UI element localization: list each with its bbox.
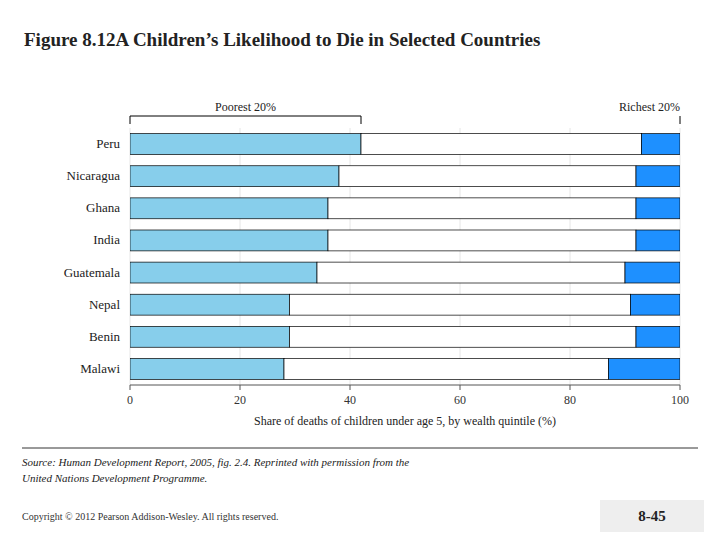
x-tick <box>240 385 241 390</box>
bar-segment <box>625 262 680 283</box>
bar-segment <box>636 166 680 187</box>
copyright-text: Copyright © 2012 Pearson Addison-Wesley.… <box>22 511 278 522</box>
bar-segment <box>130 326 290 347</box>
bar-segment <box>290 294 631 315</box>
bar-segment <box>609 358 681 379</box>
x-tick-label: 40 <box>344 393 356 407</box>
x-tick-label: 0 <box>127 393 133 407</box>
bracket-richest <box>680 116 681 124</box>
bar-segment <box>130 166 339 187</box>
y-tick-label: Peru <box>96 136 120 151</box>
x-tick <box>350 385 351 390</box>
bar-segment <box>631 294 681 315</box>
bracket-annotations: Poorest 20% Richest 20% <box>130 100 680 124</box>
bar-segment <box>636 326 680 347</box>
page-number-box <box>600 500 704 532</box>
source-text: Source: Human Development Report, 2005, … <box>22 456 409 468</box>
bar-segment <box>130 198 328 219</box>
title: Figure 8.12A Children’s Likelihood to Di… <box>24 29 540 50</box>
chart: Figure 8.12A Children’s Likelihood to Di… <box>0 0 720 540</box>
bar-segment <box>317 262 625 283</box>
bar-segment <box>130 262 317 283</box>
x-tick-label: 100 <box>671 393 689 407</box>
page-number: 8-45 <box>638 508 666 524</box>
source-rule <box>22 448 698 449</box>
x-grid: 0 20 40 60 80 100 <box>127 128 689 407</box>
bar-segment <box>130 294 290 315</box>
bar-segment <box>290 326 637 347</box>
x-tick <box>570 385 571 390</box>
y-tick-label: Guatemala <box>64 265 121 280</box>
x-axis-label: Share of deaths of children under age 5,… <box>254 414 556 428</box>
source-text: United Nations Development Programme. <box>22 472 207 484</box>
x-tick-label: 60 <box>454 393 466 407</box>
bracket-label: Richest 20% <box>619 100 680 114</box>
bar-segment <box>130 134 361 155</box>
x-tick-label: 80 <box>564 393 576 407</box>
x-tick <box>680 385 681 390</box>
x-axis-line <box>130 385 680 386</box>
bar-segment <box>130 358 284 379</box>
bracket-label: Poorest 20% <box>215 100 276 114</box>
bar-segment <box>328 230 636 251</box>
x-tick-label: 20 <box>234 393 246 407</box>
bars <box>130 134 680 380</box>
bar-segment <box>636 230 680 251</box>
bar-segment <box>642 134 681 155</box>
bar-segment <box>130 230 328 251</box>
bar-segment <box>339 166 636 187</box>
y-tick-label: Ghana <box>86 200 120 215</box>
bar-segment <box>636 198 680 219</box>
x-tick <box>130 385 131 390</box>
bar-segment <box>284 358 609 379</box>
y-tick-label: Nicaragua <box>67 168 121 183</box>
y-tick-label: India <box>93 232 120 247</box>
x-tick <box>460 385 461 390</box>
bar-segment <box>361 134 642 155</box>
y-tick-label: Malawi <box>80 361 120 376</box>
y-tick-label: Benin <box>89 329 121 344</box>
bar-segment <box>328 198 636 219</box>
bracket-poorest <box>130 116 361 124</box>
y-tick-label: Nepal <box>89 297 120 312</box>
chart-container: Figure 8.12A Children’s Likelihood to Di… <box>0 0 720 540</box>
